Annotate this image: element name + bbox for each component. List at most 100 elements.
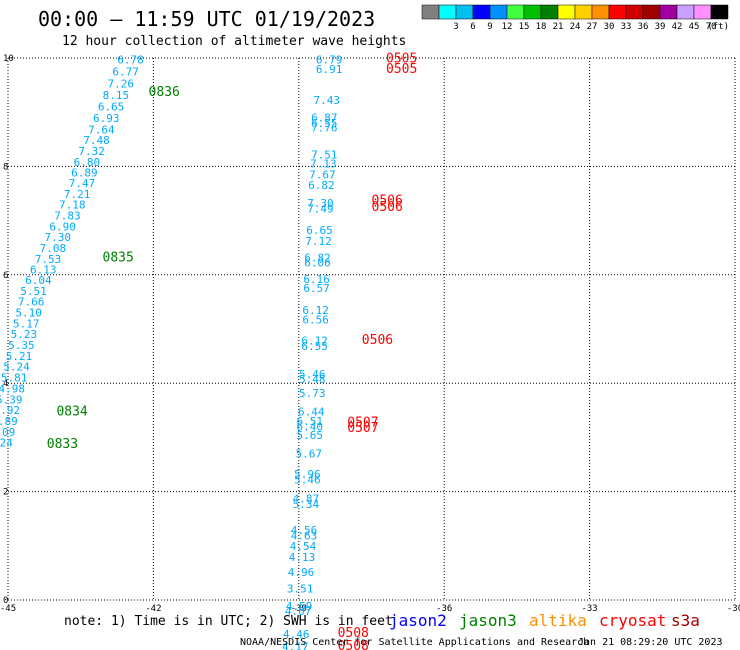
wave-height-value: 6.55 — [311, 117, 338, 130]
time-label: 0506 — [362, 333, 393, 348]
wave-height-value: 4.96 — [288, 566, 315, 579]
wave-height-value: 4.17 — [282, 640, 309, 650]
y-tick-label: 10 — [3, 54, 14, 64]
legend-swatch-label: 3 — [453, 22, 458, 32]
wave-height-value: 5.46 — [299, 368, 326, 381]
time-label: 0834 — [56, 405, 87, 420]
legend-swatch — [659, 4, 678, 20]
legend-swatch — [608, 4, 627, 20]
wave-height-value: 5.65 — [297, 429, 324, 442]
wave-height-value: 4.87 — [293, 492, 320, 505]
satellite-label-jason3: jason3 — [459, 611, 517, 630]
legend-swatch — [693, 4, 712, 20]
satellite-label-cryosat: cryosat — [599, 611, 666, 630]
wave-height-value: 6.44 — [298, 406, 325, 419]
y-tick-label: 2 — [3, 488, 8, 498]
legend-swatch-label: 12 — [502, 22, 513, 32]
wave-height-value: 4.07 — [285, 605, 312, 618]
color-scale-legend: 3 6 9 12 15 18 21 24 27 30 33 36 39 42 45 70(ft) — [421, 4, 729, 32]
legend-swatch-label: 33 — [621, 22, 632, 32]
wave-height-value: 7.83 — [54, 210, 81, 223]
legend-swatch-label: 39 — [655, 22, 666, 32]
wave-height-value: 6.80 — [74, 156, 101, 169]
legend-swatch — [625, 4, 644, 20]
wave-height-value: 5.73 — [299, 387, 326, 400]
wave-height-value: 4.56 — [291, 524, 318, 537]
wave-height-value: 5.96 — [294, 468, 321, 481]
wave-height-value: 4.98 — [0, 382, 25, 395]
time-label: 0505 — [386, 62, 417, 77]
x-tick-label: -30 — [727, 604, 740, 614]
wave-height-value: 8.15 — [103, 89, 130, 102]
legend-swatch-label: 45 — [689, 22, 700, 32]
wave-height-value: 4.59 — [286, 600, 313, 613]
wave-height-value: 7.76 — [311, 122, 338, 135]
wave-height-value: 4.92 — [0, 404, 20, 417]
wave-height-value: 7.51 — [311, 148, 338, 161]
legend-swatch — [676, 4, 695, 20]
y-tick-label: 4 — [3, 379, 8, 389]
time-label: 0833 — [47, 437, 78, 452]
wave-height-value: 5.35 — [8, 339, 35, 352]
wave-height-value: 6.90 — [49, 220, 76, 233]
wave-height-value: 6.91 — [316, 63, 343, 76]
wave-height-value: 5.48 — [299, 373, 326, 386]
wave-height-value: 6.51 — [297, 415, 324, 428]
legend-swatch-label: 30 — [604, 22, 615, 32]
legend-swatch-label: 18 — [536, 22, 547, 32]
wave-height-value: 7.32 — [78, 145, 105, 158]
wave-height-value: 6.55 — [301, 340, 328, 353]
x-tick-label: -42 — [145, 604, 161, 614]
wave-height-value: 6.40 — [297, 420, 324, 433]
wave-height-value: 4.89 — [0, 415, 18, 428]
satellite-label-altika: altika — [529, 611, 587, 630]
x-tick-label: -33 — [581, 604, 597, 614]
time-label: 0508 — [338, 639, 369, 650]
legend-swatch — [472, 4, 491, 20]
legend-swatch-label: 6 — [470, 22, 475, 32]
wave-height-value: 6.93 — [93, 112, 120, 125]
wave-height-value: 5.24 — [3, 361, 30, 374]
wave-height-value: 4.63 — [291, 529, 318, 542]
wave-height-value: 7.30 — [307, 197, 334, 210]
wave-height-value: 3.51 — [287, 582, 314, 595]
legend-swatch-label: 42 — [672, 22, 683, 32]
legend-swatch — [523, 4, 542, 20]
legend-swatch-label: 27 — [587, 22, 598, 32]
wave-height-value: 6.77 — [112, 65, 139, 78]
wave-height-value: 7.08 — [40, 242, 67, 255]
wave-height-value: 5.10 — [15, 307, 42, 320]
wave-height-value: 6.12 — [302, 304, 329, 317]
wave-height-value: 5.34 — [293, 498, 320, 511]
wave-height-value: 5.81 — [1, 372, 28, 385]
wave-height-value: 7.64 — [88, 123, 115, 136]
wave-height-value: 7.12 — [305, 235, 332, 248]
legend-swatch — [710, 4, 729, 20]
chart-subtitle: 12 hour collection of altimeter wave hei… — [62, 34, 406, 49]
wave-height-value: 5.39 — [0, 393, 23, 406]
legend-unit: (ft) — [707, 22, 729, 32]
legend-swatch — [591, 4, 610, 20]
wave-height-value: 5.46 — [294, 473, 321, 486]
wave-height-value: 6.87 — [311, 111, 338, 124]
wave-height-value: 6.06 — [304, 257, 331, 270]
wave-height-value: 6.57 — [303, 282, 330, 295]
wave-height-value: 6.82 — [304, 251, 331, 264]
legend-swatch-label: 21 — [553, 22, 564, 32]
footer-timestamp: Jan 21 08:29:20 UTC 2023 — [578, 637, 723, 648]
wave-height-value: 7.49 — [307, 202, 334, 215]
legend-swatch — [506, 4, 525, 20]
legend-swatch — [557, 4, 576, 20]
wave-height-value: 6.79 — [316, 53, 343, 66]
legend-swatch-label: 70 — [706, 22, 717, 32]
wave-height-value: 6.13 — [30, 264, 57, 277]
wave-height-value: 6.65 — [98, 101, 125, 114]
wave-height-value: 7.66 — [18, 296, 45, 309]
satellite-legend: jason2 jason3 altika cryosat s3a — [389, 611, 700, 630]
wave-height-value: 7.21 — [64, 188, 91, 201]
wave-height-value: 7.47 — [69, 177, 96, 190]
legend-swatch — [489, 4, 508, 20]
chart-title: 00:00 – 11:59 UTC 01/19/2023 — [38, 7, 375, 31]
satellite-label-jason2: jason2 — [389, 611, 447, 630]
